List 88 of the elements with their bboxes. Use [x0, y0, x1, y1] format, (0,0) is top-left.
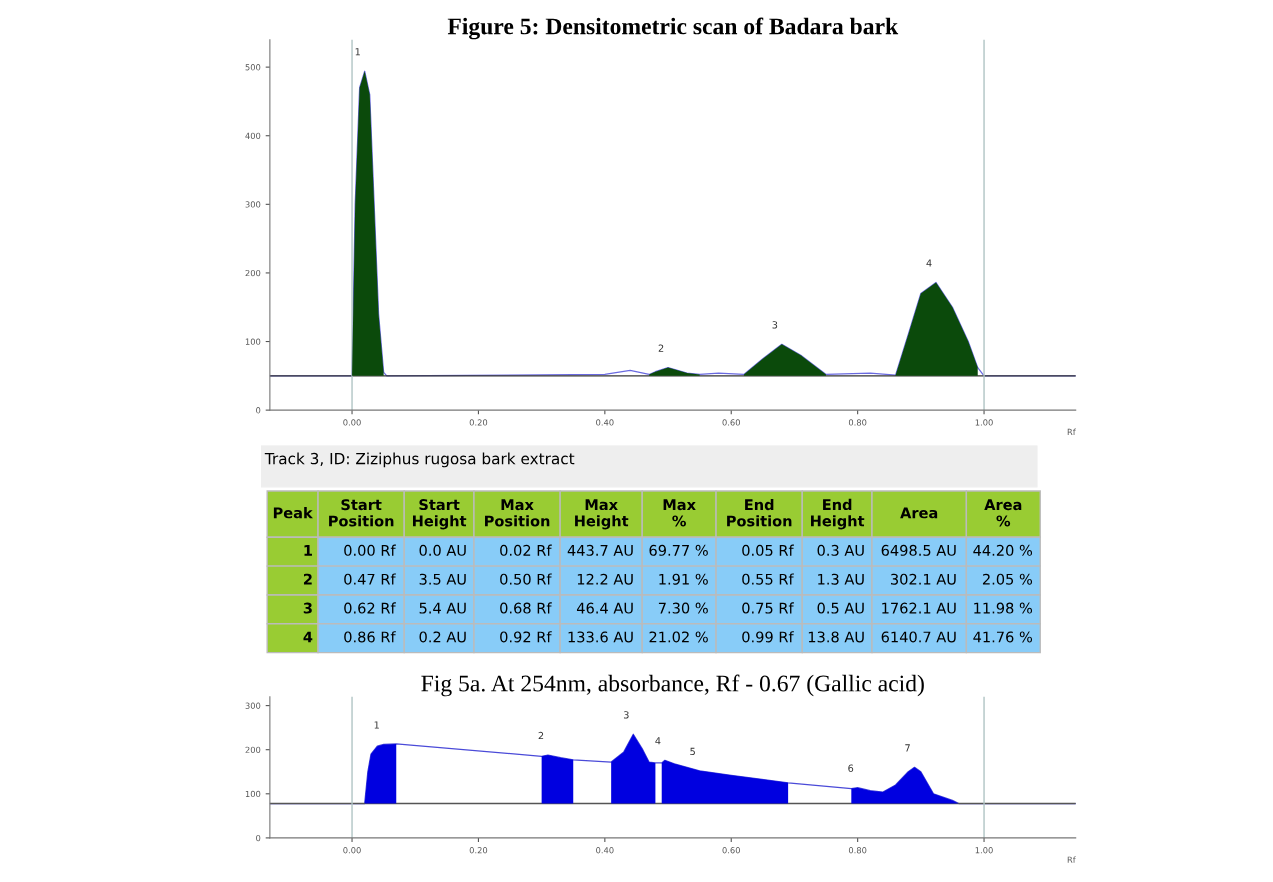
text: 0.47 Rf [344, 573, 396, 585]
text: 13.8 AU [808, 631, 864, 643]
y-tick-label: 0 [256, 834, 261, 842]
y-tick-label: 1 [304, 545, 312, 556]
x-tick-label: End Height [811, 498, 865, 530]
x-tick-label: 0.40 [596, 419, 614, 426]
annotation: 6 [848, 764, 854, 772]
annotation: 4 [655, 737, 661, 745]
text: 44.20 % [973, 544, 1033, 556]
x-axis-title: Rf [1067, 428, 1076, 435]
text: 1.91 % [659, 573, 708, 585]
text: 0.86 Rf [344, 631, 396, 643]
x-tick-label: 0.20 [469, 419, 488, 426]
y-tick-label: 100 [245, 790, 261, 798]
text: 41.76 % [973, 631, 1033, 643]
y-axis-title: Peak [273, 507, 313, 519]
text: 0.75 Rf [742, 602, 794, 614]
text: 7.30 % [658, 602, 708, 614]
text: 12.2 AU [577, 573, 633, 585]
x-tick-label: 0.00 [343, 847, 361, 854]
y-tick-label: 300 [245, 702, 261, 709]
x-tick-label: Max % [663, 499, 696, 527]
text: 0.99 Rf [742, 631, 794, 643]
annotation: 7 [905, 744, 910, 752]
annotation: 3 [623, 711, 629, 719]
x-tick-label: 1.00 [975, 847, 993, 854]
text: 0.55 Rf [742, 573, 794, 585]
text: 0.02 Rf [500, 544, 552, 556]
x-tick-label: 0.80 [848, 847, 867, 854]
text: 3.5 AU [419, 573, 466, 585]
x-tick-label: Max Height [575, 499, 629, 530]
text: 0.92 Rf [500, 631, 552, 643]
x-tick-label: Max Position [485, 499, 550, 527]
x-tick-label: Start Height [413, 499, 467, 530]
text: 1762.1 AU [882, 602, 956, 614]
annotation: 2 [538, 731, 544, 740]
text: 0.62 Rf [344, 602, 396, 614]
x-tick-label: 0.60 [722, 419, 740, 426]
x-axis-title: Rf [1067, 856, 1076, 863]
y-tick-label: 200 [245, 269, 261, 277]
chart-title: Track 3, ID: Ziziphus rugosa bark extract [264, 452, 575, 468]
annotation: 3 [772, 321, 778, 329]
x-tick-label: 0.60 [722, 847, 740, 854]
chart-title: Fig 5a. At 254nm, absorbance, Rf - 0.67 (Gallic acid) [421, 674, 924, 697]
x-tick-label: Area % [984, 499, 1022, 527]
text: 0.00 Rf [344, 544, 396, 556]
annotation: 5 [690, 747, 695, 756]
chart-title: Figure 5: Densitometric scan of Badara bark [447, 17, 899, 40]
text: 133.6 AU [568, 631, 633, 643]
text: 0.5 AU [817, 602, 864, 614]
y-tick-label: 100 [245, 338, 261, 345]
x-tick-label: Area [900, 507, 938, 519]
x-tick-label: 0.00 [343, 419, 361, 426]
text: 21.02 % [649, 631, 708, 643]
text: 5.4 AU [419, 602, 466, 614]
y-tick-label: 0 [256, 407, 261, 414]
x-tick-label: Start Position [329, 499, 394, 527]
text: 1.3 AU [818, 573, 864, 585]
text: 443.7 AU [567, 544, 633, 556]
x-tick-label: 1.00 [975, 419, 993, 426]
y-tick-label: 4 [303, 631, 313, 643]
text: 302.1 AU [891, 573, 956, 585]
annotation: 4 [926, 259, 932, 267]
text: 0.0 AU [419, 544, 466, 556]
x-tick-label: 0.20 [469, 847, 488, 854]
y-tick-label: 400 [245, 132, 261, 140]
text: 0.50 Rf [500, 573, 552, 585]
y-tick-label: 2 [303, 573, 312, 585]
x-tick-label: End Position [727, 498, 792, 527]
text: 6140.7 AU [881, 631, 956, 643]
text: 11.98 % [974, 602, 1033, 614]
annotation: 1 [374, 721, 379, 729]
text: 46.4 AU [576, 602, 633, 614]
text: 0.05 Rf [742, 544, 794, 556]
y-tick-label: 300 [245, 201, 261, 208]
annotation: 1 [355, 48, 360, 56]
text: 2.05 % [982, 573, 1033, 585]
text: 0.3 AU [817, 544, 864, 556]
y-tick-label: 3 [303, 602, 312, 614]
x-tick-label: 0.80 [848, 419, 867, 426]
text: 6498.5 AU [881, 544, 956, 556]
y-tick-label: 200 [245, 746, 261, 753]
x-tick-label: 0.40 [596, 847, 614, 854]
text: 0.68 Rf [500, 602, 552, 614]
text: 69.77 % [649, 544, 708, 556]
y-tick-label: 500 [245, 64, 261, 71]
text: 0.2 AU [419, 631, 466, 643]
annotation: 2 [658, 344, 664, 352]
